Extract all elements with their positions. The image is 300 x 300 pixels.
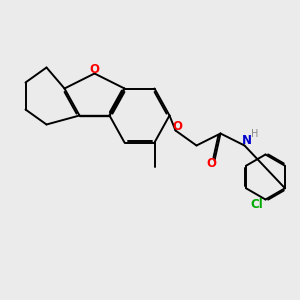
Text: H: H [251, 129, 259, 139]
Text: Cl: Cl [251, 197, 263, 211]
Text: O: O [206, 157, 216, 170]
Text: O: O [89, 63, 100, 76]
Text: N: N [242, 134, 252, 148]
Text: O: O [172, 120, 182, 134]
